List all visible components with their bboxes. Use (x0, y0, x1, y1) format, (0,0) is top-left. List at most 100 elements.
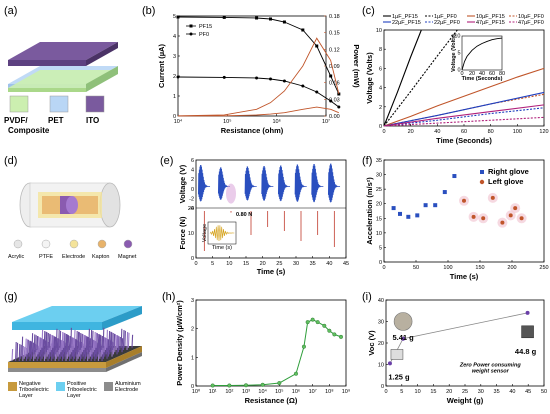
x-tick-label: 25 (276, 261, 282, 267)
spike (56, 338, 59, 353)
spike (78, 332, 80, 353)
spike (63, 332, 65, 348)
spike (95, 332, 98, 348)
x-tick-label: 120 (539, 129, 548, 135)
voltage-y-tick: -2 (189, 196, 194, 202)
panel-i: (i) 0 5 10 15 20 25 30 35 40 45 50 0 10 20 30 40 Weight … (362, 291, 547, 405)
data-point (337, 105, 341, 109)
x-tick-label: 20 (408, 129, 414, 135)
y2-tick-label: 0.00 (329, 114, 340, 120)
x-tick-label: 10⁶ (292, 388, 300, 395)
data-point (513, 206, 518, 211)
x-tick-label: 15 (243, 261, 249, 267)
spike (115, 334, 118, 351)
panel-d: (d) Acrylic PTFE Electrode Kapton Magnet (4, 155, 137, 260)
y-tick-label: 15 (376, 216, 382, 222)
spike (25, 338, 27, 357)
y-tick-label: 2 (173, 74, 176, 80)
spike (119, 336, 121, 351)
data-point (338, 334, 343, 339)
inset-y-tick: 10 (454, 34, 460, 40)
legend-marker (189, 32, 193, 36)
x-tick-label: 40 (434, 129, 440, 135)
legend-label: 22µF_PF15 (392, 20, 421, 26)
spike (92, 340, 95, 353)
panel-e: (e) 0 5 10 15 20 25 30 35 40 45 Time (s) -4 -2 0 2 4 6 0 1… (160, 155, 349, 276)
spike (43, 330, 46, 351)
spike (81, 334, 84, 353)
data-point (301, 84, 305, 88)
y-tick-label: 10 (376, 28, 382, 34)
pvdf-swatch (9, 95, 29, 113)
voltage-y-tick: 2 (191, 177, 194, 183)
x-tick-label: 10 (226, 261, 232, 267)
spike (15, 341, 17, 362)
data-point (508, 213, 513, 218)
spike (81, 333, 83, 348)
data-point (294, 371, 299, 376)
ptfe-swatch (41, 239, 51, 249)
x-axis-label: Time (Seconds) (436, 136, 492, 145)
spike (55, 328, 58, 348)
series-line (383, 29, 422, 127)
legend-label: 1µF_PF15 (392, 14, 418, 20)
inset-frame (461, 35, 503, 71)
highlight-ellipse (226, 183, 236, 204)
data-point (227, 383, 232, 388)
y-tick-label: 0 (379, 260, 382, 266)
data-point (315, 44, 319, 48)
inset-x-tick: 80 (499, 71, 505, 77)
legend-label: Left glove (488, 177, 523, 186)
spike (22, 345, 24, 362)
legend-label: PF15 (199, 24, 212, 30)
x-tick-label: 10⁴ (258, 388, 267, 395)
spike (114, 334, 116, 353)
spike (36, 335, 39, 351)
y2-tick-label: 0.18 (329, 14, 340, 20)
voltage-burst (197, 165, 211, 202)
panel-b: (b) 10⁴ 10⁵ 10⁶ 10⁷ 0 1 2 3 4 5 Resistance (ohm) Cu… (142, 5, 361, 135)
spike (20, 344, 22, 359)
spike (126, 331, 129, 351)
spike (97, 333, 100, 351)
nanostructure-illustration (8, 306, 142, 372)
legend-label: 10µF_PF15 (476, 14, 505, 20)
y-tick-label: 20 (376, 202, 382, 208)
spike (85, 336, 88, 353)
spike (68, 335, 71, 351)
voltage-burst (327, 163, 341, 203)
data-point (423, 203, 428, 208)
y-tick-label: 5 (173, 14, 176, 20)
legend-label: PF0 (199, 32, 209, 38)
spike (35, 335, 37, 353)
x-tick-label: 10⁶ (272, 118, 280, 125)
magnet-swatch (123, 239, 133, 249)
spike (28, 340, 31, 357)
data-point (519, 216, 524, 221)
pet-swatch (49, 95, 69, 113)
y-tick-label: 0 (173, 114, 176, 120)
panel-c-label: (c) (362, 5, 375, 17)
y-axis-label: Voltage (Volts) (365, 52, 374, 104)
panel-a-legend: PVDF/Composite PET ITO (4, 95, 105, 135)
voltage-axis-label: Voltage (V) (178, 164, 187, 203)
x-tick-label: 30 (293, 261, 299, 267)
y-tick-label: 1 (173, 94, 176, 100)
voltage-y-tick: -4 (189, 206, 194, 212)
weight-label: 1.25 g (388, 373, 410, 382)
voltage-burst (294, 164, 307, 202)
y-axis-label: Voc (V) (367, 330, 376, 356)
plot-frame (383, 159, 545, 263)
y-tick-label: 1 (191, 355, 194, 361)
inset-x-tick: 0 (460, 71, 463, 77)
spike (113, 333, 116, 348)
ito-swatch (85, 95, 105, 113)
data-point (301, 344, 306, 349)
spike (104, 337, 107, 351)
legend-label: 10µF_PF0 (518, 14, 544, 20)
spike (18, 343, 21, 362)
spike (89, 338, 91, 353)
spike (30, 341, 32, 355)
x-tick-label: 150 (475, 265, 484, 271)
